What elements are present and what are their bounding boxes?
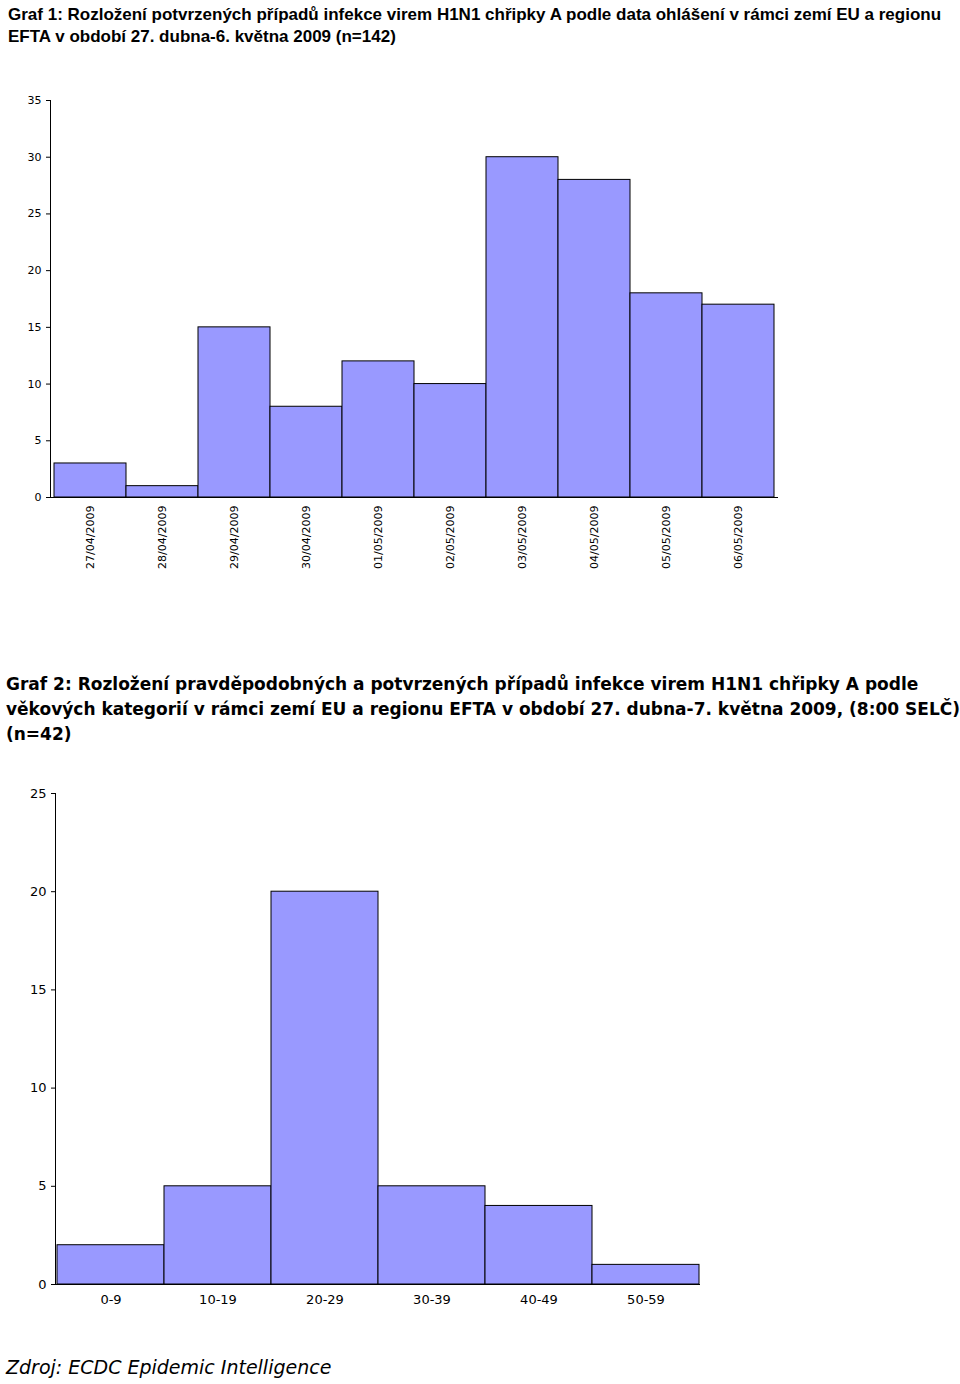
svg-text:05/05/2009: 05/05/2009 <box>660 506 673 569</box>
svg-text:0: 0 <box>35 491 42 504</box>
svg-text:02/05/2009: 02/05/2009 <box>444 506 457 569</box>
svg-text:15: 15 <box>30 982 47 997</box>
svg-text:50-59: 50-59 <box>627 1292 665 1307</box>
svg-text:10: 10 <box>30 1080 47 1095</box>
svg-text:20: 20 <box>28 264 42 277</box>
svg-text:30/04/2009: 30/04/2009 <box>300 506 313 569</box>
svg-text:04/05/2009: 04/05/2009 <box>588 506 601 569</box>
svg-text:06/05/2009: 06/05/2009 <box>732 506 745 569</box>
svg-text:40-49: 40-49 <box>520 1292 558 1307</box>
svg-text:5: 5 <box>38 1178 46 1193</box>
svg-text:03/05/2009: 03/05/2009 <box>516 506 529 569</box>
svg-text:10: 10 <box>28 378 42 391</box>
html-text:Graf 1: Rozložení potvrzených: Graf 1: Rozložení potvrzených případů in… <box>8 5 941 46</box>
svg-text:15: 15 <box>28 321 42 334</box>
svg-text:30: 30 <box>28 151 42 164</box>
svg-text:01/05/2009: 01/05/2009 <box>372 506 385 569</box>
svg-text:30-39: 30-39 <box>413 1292 451 1307</box>
svg-text:27/04/2009: 27/04/2009 <box>84 506 97 569</box>
svg-text:25: 25 <box>30 786 47 801</box>
svg-text:29/04/2009: 29/04/2009 <box>228 506 241 569</box>
svg-text:20-29: 20-29 <box>306 1292 344 1307</box>
html-text:Graf 2: Rozložení pravděpodobn: Graf 2: Rozložení pravděpodobných a potv… <box>6 674 960 744</box>
svg-text:20: 20 <box>30 884 47 899</box>
svg-text:25: 25 <box>28 207 42 220</box>
html-text:Zdroj: ECDC Epidemic Intellige: Zdroj: ECDC Epidemic Intelligence <box>6 1356 332 1378</box>
svg-text:35: 35 <box>28 94 42 107</box>
svg-text:5: 5 <box>35 434 42 447</box>
svg-text:0-9: 0-9 <box>100 1292 121 1307</box>
svg-text:0: 0 <box>38 1277 46 1292</box>
svg-text:28/04/2009: 28/04/2009 <box>156 506 169 569</box>
svg-text:10-19: 10-19 <box>199 1292 237 1307</box>
